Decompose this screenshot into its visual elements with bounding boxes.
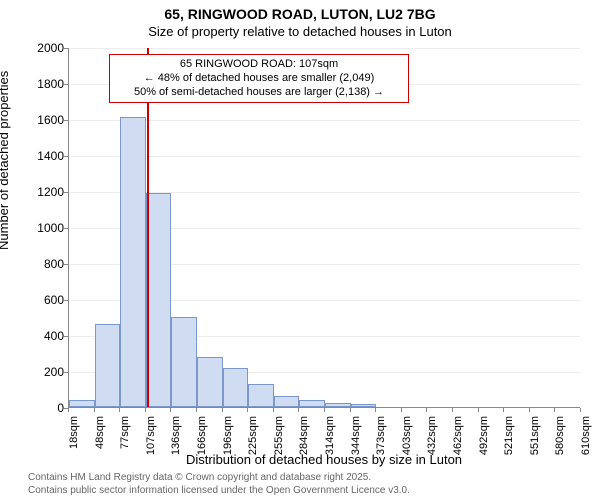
histogram-bar bbox=[299, 400, 325, 407]
x-tick-label: 373sqm bbox=[375, 416, 387, 476]
y-tick-label: 800 bbox=[14, 257, 64, 271]
y-tick-label: 200 bbox=[14, 365, 64, 379]
histogram-bar bbox=[197, 357, 223, 407]
histogram-bar bbox=[120, 117, 146, 407]
histogram-bar bbox=[325, 403, 351, 407]
x-tick-label: 403sqm bbox=[401, 416, 413, 476]
y-tick-label: 1200 bbox=[14, 185, 64, 199]
y-tick-label: 600 bbox=[14, 293, 64, 307]
histogram-bar bbox=[351, 404, 377, 407]
y-tick-label: 2000 bbox=[14, 41, 64, 55]
histogram-bar bbox=[223, 368, 249, 407]
y-tick-label: 400 bbox=[14, 329, 64, 343]
x-tick-label: 166sqm bbox=[196, 416, 208, 476]
x-tick-label: 580sqm bbox=[554, 416, 566, 476]
x-tick-label: 344sqm bbox=[350, 416, 362, 476]
histogram-bar bbox=[171, 317, 197, 407]
x-tick-label: 521sqm bbox=[503, 416, 515, 476]
annotation-box: 65 RINGWOOD ROAD: 107sqm← 48% of detache… bbox=[109, 54, 409, 103]
plot-inner: 65 RINGWOOD ROAD: 107sqm← 48% of detache… bbox=[69, 48, 580, 407]
x-tick-label: 196sqm bbox=[222, 416, 234, 476]
x-tick-label: 255sqm bbox=[273, 416, 285, 476]
histogram-bar bbox=[69, 400, 95, 407]
y-tick-label: 1400 bbox=[14, 149, 64, 163]
x-tick-label: 225sqm bbox=[247, 416, 259, 476]
x-tick-label: 77sqm bbox=[119, 416, 131, 476]
footer-line-2: Contains public sector information licen… bbox=[28, 485, 410, 496]
y-tick-label: 1600 bbox=[14, 113, 64, 127]
y-tick-label: 0 bbox=[14, 401, 64, 415]
x-tick-label: 48sqm bbox=[94, 416, 106, 476]
x-tick-label: 551sqm bbox=[529, 416, 541, 476]
chart-subtitle: Size of property relative to detached ho… bbox=[0, 24, 600, 39]
x-tick-label: 462sqm bbox=[452, 416, 464, 476]
annotation-line-2: ← 48% of detached houses are smaller (2,… bbox=[116, 72, 402, 86]
y-axis-label: Number of detached properties bbox=[0, 71, 11, 250]
histogram-bar bbox=[146, 193, 172, 407]
plot-area: 65 RINGWOOD ROAD: 107sqm← 48% of detache… bbox=[68, 48, 580, 408]
chart-container: 65, RINGWOOD ROAD, LUTON, LU2 7BG Size o… bbox=[0, 0, 600, 500]
x-tick-label: 432sqm bbox=[426, 416, 438, 476]
annotation-line-1: 65 RINGWOOD ROAD: 107sqm bbox=[116, 58, 402, 72]
x-tick-label: 314sqm bbox=[324, 416, 336, 476]
histogram-bar bbox=[95, 324, 121, 407]
x-tick-label: 136sqm bbox=[170, 416, 182, 476]
chart-title: 65, RINGWOOD ROAD, LUTON, LU2 7BG bbox=[0, 6, 600, 22]
y-tick-label: 1000 bbox=[14, 221, 64, 235]
x-tick-label: 18sqm bbox=[68, 416, 80, 476]
y-tick-label: 1800 bbox=[14, 77, 64, 91]
x-tick-label: 107sqm bbox=[145, 416, 157, 476]
annotation-line-3: 50% of semi-detached houses are larger (… bbox=[116, 86, 402, 100]
histogram-bar bbox=[248, 384, 274, 407]
histogram-bar bbox=[274, 396, 300, 407]
x-tick-label: 284sqm bbox=[298, 416, 310, 476]
x-tick-label: 492sqm bbox=[478, 416, 490, 476]
x-tick-label: 610sqm bbox=[580, 416, 592, 476]
